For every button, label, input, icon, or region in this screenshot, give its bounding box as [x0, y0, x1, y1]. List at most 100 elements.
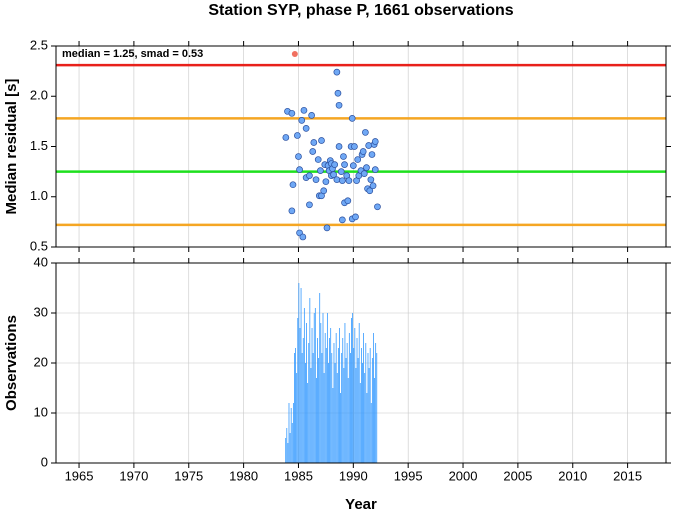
bar	[318, 358, 320, 463]
bar	[336, 373, 338, 463]
bar	[371, 358, 373, 463]
point	[338, 177, 346, 185]
point	[354, 156, 362, 163]
point	[314, 156, 322, 163]
bar	[352, 313, 354, 463]
point	[365, 142, 373, 149]
bar	[357, 358, 359, 463]
x-tick-label: 1975	[174, 468, 203, 483]
point	[306, 201, 313, 209]
bar	[359, 383, 361, 463]
point	[344, 197, 352, 205]
bar	[335, 333, 337, 463]
point	[308, 111, 315, 119]
point	[282, 134, 290, 141]
x-tick-label: 1985	[284, 468, 313, 483]
bar	[374, 378, 375, 463]
annotation: median = 1.25, smad = 0.53	[62, 48, 203, 60]
x-tick-label: 2010	[558, 468, 587, 483]
x-tick-label: 2005	[503, 468, 532, 483]
y-tick-label: 0	[41, 454, 48, 469]
bar	[365, 343, 367, 463]
bar	[303, 308, 305, 463]
x-tick-label: 1970	[119, 468, 148, 483]
point	[371, 138, 379, 145]
bar	[373, 333, 374, 463]
bar	[353, 348, 355, 463]
bar	[288, 403, 290, 463]
bar	[342, 338, 344, 463]
bar	[301, 353, 303, 463]
point	[367, 176, 375, 184]
bar	[295, 348, 296, 463]
x-tick-label: 1995	[394, 468, 423, 483]
point	[306, 172, 313, 179]
point	[295, 153, 302, 160]
bar	[369, 348, 371, 463]
point	[351, 143, 358, 150]
point	[298, 117, 306, 124]
bar	[322, 313, 324, 463]
bar	[364, 373, 366, 463]
point	[312, 176, 320, 184]
bar	[305, 363, 306, 463]
bar	[294, 353, 295, 463]
bar	[356, 338, 358, 463]
point	[289, 181, 297, 189]
bar	[308, 343, 310, 463]
point	[338, 216, 346, 224]
bar	[328, 363, 329, 463]
point	[296, 166, 303, 173]
bar	[309, 298, 311, 463]
bar	[366, 393, 368, 463]
point	[320, 187, 328, 195]
y-tick-label: 1.0	[30, 188, 48, 203]
point	[323, 224, 331, 232]
y-axis-label: Observations	[3, 315, 20, 411]
point	[349, 162, 357, 169]
bar	[289, 433, 291, 463]
point	[337, 168, 345, 175]
bar	[348, 333, 350, 463]
bar	[375, 343, 377, 463]
point	[318, 137, 325, 144]
bar	[343, 368, 345, 463]
bar	[345, 358, 347, 463]
bar	[350, 353, 351, 463]
point	[288, 207, 296, 215]
bar	[321, 353, 323, 463]
bar	[331, 353, 333, 463]
y-tick-label: 20	[34, 354, 48, 369]
y-tick-label: 30	[34, 304, 48, 319]
bar	[358, 323, 360, 463]
point	[366, 187, 374, 195]
bar	[329, 338, 330, 463]
point	[331, 161, 339, 168]
plot-frame	[55, 45, 667, 248]
point	[368, 151, 376, 158]
y-tick-label: 2.0	[30, 88, 48, 103]
point	[341, 161, 348, 168]
plot-frame	[55, 262, 667, 464]
bar	[339, 328, 340, 463]
bar	[299, 328, 301, 463]
bar	[361, 348, 362, 463]
bar	[332, 388, 334, 463]
bar	[355, 368, 357, 463]
point	[360, 170, 368, 177]
bar	[337, 348, 339, 463]
point	[291, 51, 298, 58]
point	[359, 148, 367, 155]
bar	[312, 353, 314, 463]
bar	[363, 333, 364, 463]
bar	[286, 428, 288, 463]
bar	[333, 343, 335, 463]
point	[330, 171, 337, 178]
point	[333, 68, 341, 76]
point	[374, 203, 381, 211]
bar	[313, 313, 315, 463]
point	[288, 109, 296, 117]
point	[345, 177, 353, 185]
bar	[325, 348, 327, 463]
